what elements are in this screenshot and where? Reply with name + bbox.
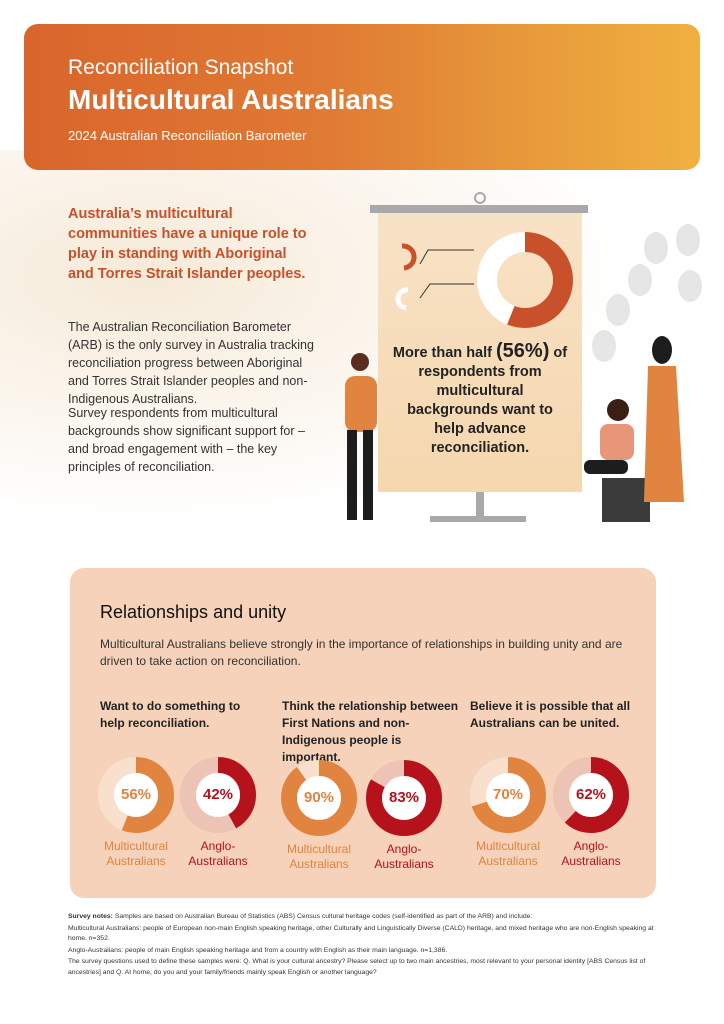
notes-line3: Anglo-Australians: people of main Englis… — [68, 946, 448, 954]
notes-line4: The survey questions used to define thes… — [68, 958, 646, 976]
section-title: Relationships and unity — [100, 602, 287, 622]
callout-line2: of respondents from multicultural backgr… — [407, 345, 568, 456]
donut-value-multicultural: 90% — [303, 789, 335, 806]
header-banner: Reconciliation Snapshot Multicultural Au… — [24, 24, 700, 170]
donut-value-anglo: 62% — [575, 786, 607, 803]
survey-notes: Survey notes: Samples are based on Austr… — [68, 912, 668, 979]
donut-arc-anglo — [366, 760, 442, 836]
poster-callout: More than half (56%) of respondents from… — [392, 340, 568, 458]
poster-bar — [370, 205, 588, 213]
intro-paragraph-2: Survey respondents from multicultural ba… — [68, 406, 305, 474]
poster-decor-icon — [395, 243, 474, 311]
group-label-anglo: Anglo-Australians — [374, 842, 434, 871]
donut-center — [382, 776, 426, 820]
relationships-card: Relationships and unity Multicultural Au… — [70, 568, 656, 898]
callout-line1: More than half — [392, 345, 492, 361]
poster-donut-arc — [477, 232, 573, 328]
lead-text: Australia’s multicultural communities ha… — [68, 206, 307, 282]
donut-center — [114, 773, 158, 817]
question-3: Believe it is possible that all Australi… — [470, 699, 631, 730]
donut-arc-multicultural — [98, 757, 174, 833]
poster-hook — [474, 192, 486, 204]
leaves-decor-icon — [592, 224, 702, 362]
supertitle: Reconciliation Snapshot — [68, 56, 294, 79]
donut-arc-multicultural — [470, 757, 546, 833]
group-label-anglo: Anglo-Australians — [561, 839, 621, 868]
group-label-multicultural: Multicultural Australians — [286, 842, 352, 871]
notes-line1: Samples are based on Australian Bureau o… — [114, 913, 533, 920]
donut-arc-anglo — [180, 757, 256, 833]
person-standing-icon — [345, 353, 377, 520]
donut-value-anglo: 42% — [202, 786, 234, 803]
donut-value-multicultural: 70% — [492, 786, 524, 803]
poster-base — [430, 516, 526, 522]
donut-charts — [98, 757, 629, 836]
subtitle: 2024 Australian Reconciliation Barometer — [68, 128, 307, 143]
question-2: Think the relationship between First Nat… — [282, 699, 459, 764]
group-label-multicultural: Multicultural Australians — [103, 839, 169, 868]
poster-stand — [476, 492, 484, 520]
person-sitting-icon — [584, 399, 650, 522]
section-intro: Multicultural Australians believe strong… — [100, 637, 623, 668]
callout-highlight: (56%) — [496, 340, 550, 362]
donut-value-multicultural: 56% — [120, 786, 152, 803]
donut-center — [486, 773, 530, 817]
donut-center — [297, 776, 341, 820]
page-title: Multicultural Australians — [68, 84, 394, 115]
donut-arc-anglo — [553, 757, 629, 833]
donut-center — [569, 773, 613, 817]
intro-paragraph-1: The Australian Reconciliation Barometer … — [68, 320, 314, 406]
group-label-multicultural: Multicultural Australians — [475, 839, 541, 868]
person-hijab-icon — [644, 336, 684, 502]
donut-arc-multicultural — [281, 760, 357, 836]
notes-line2: Multicultural Australians: people of Eur… — [68, 924, 654, 943]
question-1: Want to do something to help reconciliat… — [100, 699, 241, 730]
group-label-anglo: Anglo-Australians — [188, 839, 248, 868]
notes-label: Survey notes: — [68, 913, 113, 920]
donut-value-anglo: 83% — [388, 789, 420, 806]
donut-center — [196, 773, 240, 817]
